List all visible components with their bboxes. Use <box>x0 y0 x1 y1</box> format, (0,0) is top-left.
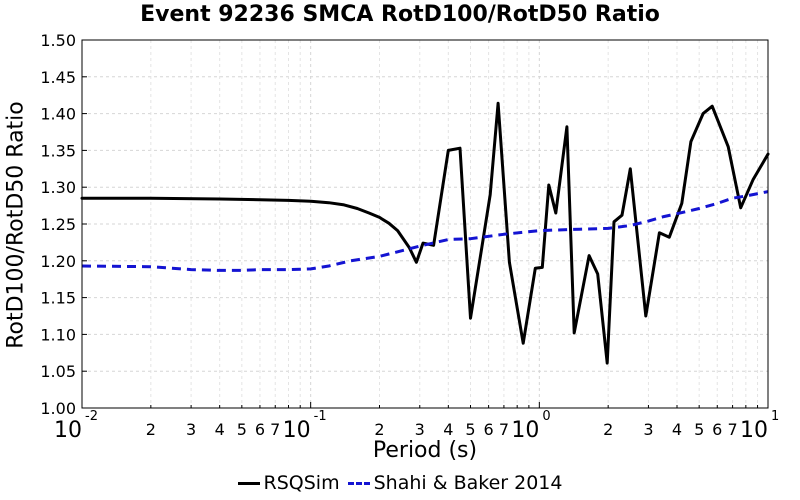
x-minor-tick-label: 7 <box>270 420 280 439</box>
x-minor-tick-label: 3 <box>643 420 653 439</box>
x-minor-tick-label: 7 <box>499 420 509 439</box>
legend: RSQSim Shahi & Baker 2014 <box>0 472 800 494</box>
legend-label-shahi-baker: Shahi & Baker 2014 <box>373 472 563 494</box>
x-minor-tick-label: 2 <box>374 420 384 439</box>
legend-item-shahi-baker: Shahi & Baker 2014 <box>347 472 563 494</box>
x-tick-label-base: 10 <box>511 418 539 443</box>
x-minor-tick-label: 3 <box>415 420 425 439</box>
x-minor-tick-label: 6 <box>712 420 722 439</box>
x-tick-label-exponent: -2 <box>85 409 98 424</box>
x-tick-label-base: 10 <box>740 418 768 443</box>
x-minor-tick-label: 4 <box>672 420 682 439</box>
y-tick-label: 1.20 <box>40 252 76 271</box>
chart-title: Event 92236 SMCA RotD100/RotD50 Ratio <box>140 2 660 27</box>
x-minor-tick-label: 6 <box>484 420 494 439</box>
x-tick-label-exponent: 0 <box>542 409 550 424</box>
x-minor-tick-label: 5 <box>694 420 704 439</box>
y-tick-label: 1.35 <box>40 141 76 160</box>
y-tick-label: 1.25 <box>40 215 76 234</box>
y-tick-label: 1.40 <box>40 105 76 124</box>
y-tick-label: 1.50 <box>40 31 76 50</box>
x-minor-tick-label: 7 <box>727 420 737 439</box>
x-axis-label: Period (s) <box>372 438 478 463</box>
y-tick-label: 1.00 <box>40 399 76 418</box>
x-minor-tick-label: 3 <box>186 420 196 439</box>
x-minor-tick-label: 4 <box>443 420 453 439</box>
x-minor-tick-label: 6 <box>255 420 265 439</box>
y-tick-label: 1.10 <box>40 325 76 344</box>
legend-swatch-rsqsim <box>237 481 260 485</box>
x-minor-tick-label: 2 <box>603 420 613 439</box>
x-minor-tick-label: 2 <box>146 420 156 439</box>
x-tick-label-base: 10 <box>283 418 311 443</box>
legend-label-rsqsim: RSQSim <box>263 472 340 494</box>
grid-layer <box>81 39 769 409</box>
x-minor-tick-label: 4 <box>215 420 225 439</box>
series-line-rsqsim <box>80 101 770 365</box>
legend-item-rsqsim: RSQSim <box>237 472 340 494</box>
y-tick-label: 1.05 <box>40 362 76 381</box>
tick-layer: 1.00 1.05 1.10 1.15 1.20 1.25 1.30 1.35 1.40 1.45… <box>40 31 779 443</box>
x-minor-tick-label: 5 <box>465 420 475 439</box>
x-minor-tick-label: 5 <box>237 420 247 439</box>
legend-swatch-shahi-baker <box>347 481 370 485</box>
y-axis-label: RotD100/RotD50 Ratio <box>3 101 29 349</box>
x-tick-label-exponent: 1 <box>771 409 779 424</box>
y-tick-label: 1.15 <box>40 289 76 308</box>
series-line-shahi-baker <box>81 190 769 272</box>
x-tick-label-exponent: -1 <box>314 409 327 424</box>
y-tick-label: 1.30 <box>40 178 76 197</box>
x-tick-label-base: 10 <box>54 418 82 443</box>
y-tick-label: 1.45 <box>40 68 76 87</box>
series-layer <box>80 101 770 365</box>
